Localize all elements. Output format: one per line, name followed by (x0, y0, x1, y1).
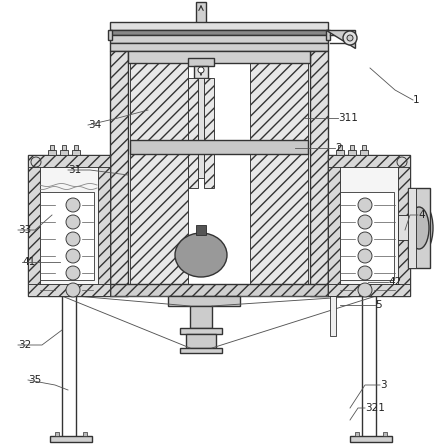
Bar (110, 22, 328, 30)
Bar (328, 155, 410, 296)
Text: 42: 42 (388, 277, 401, 287)
Bar (310, 51, 328, 296)
Bar (168, 296, 240, 306)
Bar (330, 296, 336, 336)
Circle shape (343, 31, 357, 45)
Text: 31: 31 (68, 165, 81, 175)
Bar (55, 432, 59, 436)
Circle shape (66, 232, 80, 246)
Bar (250, 63, 308, 284)
Bar (336, 150, 344, 155)
Bar (28, 155, 110, 167)
Bar (62, 145, 66, 150)
Text: 35: 35 (28, 375, 41, 385)
Circle shape (66, 249, 80, 263)
Circle shape (198, 67, 204, 73)
Circle shape (347, 35, 353, 41)
Bar (108, 30, 112, 40)
Bar (48, 150, 56, 155)
Bar (40, 192, 94, 280)
Bar (188, 78, 198, 188)
Bar (130, 63, 188, 284)
Bar (326, 30, 330, 40)
Bar (60, 150, 68, 155)
Bar (83, 432, 87, 436)
Circle shape (358, 232, 372, 246)
Text: 2: 2 (335, 143, 342, 153)
Bar (408, 188, 416, 268)
Ellipse shape (175, 233, 227, 277)
Bar (190, 306, 212, 328)
Bar (350, 145, 354, 150)
Bar (408, 188, 430, 268)
Text: 5: 5 (375, 300, 382, 310)
Bar (110, 51, 128, 296)
Bar (194, 66, 208, 78)
Bar (74, 145, 78, 150)
Bar (28, 155, 40, 296)
Text: 34: 34 (88, 120, 101, 130)
Bar (28, 155, 110, 296)
Circle shape (358, 198, 372, 212)
Text: 41: 41 (22, 257, 35, 267)
Bar (362, 145, 366, 150)
Text: 33: 33 (18, 225, 31, 235)
Bar (398, 215, 410, 240)
Bar (328, 155, 340, 296)
Text: 311: 311 (338, 113, 358, 123)
Bar (355, 432, 359, 436)
Circle shape (66, 266, 80, 280)
Bar (98, 155, 110, 296)
Bar (196, 225, 206, 235)
Bar (110, 43, 328, 51)
Bar (110, 35, 328, 43)
Bar (340, 192, 394, 280)
Circle shape (66, 283, 80, 297)
Bar (180, 328, 222, 334)
Bar (50, 145, 54, 150)
Polygon shape (326, 30, 355, 48)
Bar (350, 436, 392, 442)
Bar (110, 30, 328, 35)
Bar (348, 150, 356, 155)
Bar (383, 432, 387, 436)
Bar (186, 334, 216, 348)
Bar (28, 284, 110, 296)
Bar (188, 58, 214, 66)
Text: 1: 1 (413, 95, 420, 105)
Text: 4: 4 (418, 210, 425, 220)
Bar (130, 140, 308, 154)
Bar (50, 436, 92, 442)
Text: 3: 3 (380, 380, 387, 390)
Ellipse shape (409, 207, 429, 249)
Bar (360, 150, 368, 155)
Bar (180, 348, 222, 353)
Circle shape (358, 249, 372, 263)
Bar (338, 145, 342, 150)
Bar (110, 284, 328, 296)
Bar (398, 155, 410, 296)
Bar (328, 155, 410, 167)
Circle shape (358, 283, 372, 297)
Bar (196, 2, 206, 24)
Circle shape (66, 198, 80, 212)
Bar (128, 51, 310, 63)
Circle shape (358, 215, 372, 229)
Bar (328, 284, 410, 296)
Text: 321: 321 (365, 403, 385, 413)
Ellipse shape (405, 201, 433, 255)
Circle shape (66, 215, 80, 229)
Bar (72, 150, 80, 155)
Bar (204, 78, 214, 188)
Circle shape (358, 266, 372, 280)
Text: 32: 32 (18, 340, 31, 350)
Bar (198, 78, 204, 178)
